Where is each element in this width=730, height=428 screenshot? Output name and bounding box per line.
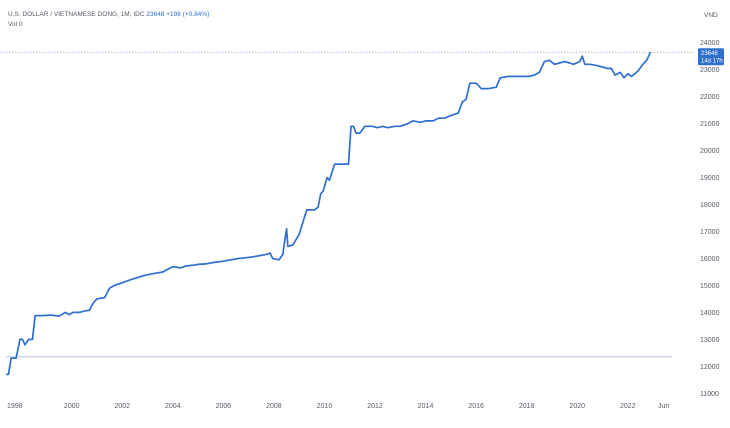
y-tick-label: 18000: [700, 202, 720, 209]
y-tick-label: 22000: [700, 94, 720, 101]
y-tick-label: 15000: [700, 283, 720, 290]
price-axis-unit: VND: [704, 12, 718, 19]
series-line-0[interactable]: [6, 51, 652, 376]
x-tick-label: Jun: [658, 403, 669, 410]
last-price-value: 23648: [146, 11, 165, 18]
y-tick-label: 14000: [700, 310, 720, 317]
x-tick-label: 2010: [317, 403, 333, 410]
y-tick-label: 16000: [700, 256, 720, 263]
x-tick-label: 2022: [620, 403, 636, 410]
x-tick-label: 2012: [367, 403, 383, 410]
price-change-value: +198 (+0.84%): [166, 11, 210, 18]
legend-volume-row: Vol 0: [8, 20, 209, 30]
x-tick-label: 2018: [519, 403, 535, 410]
x-tick-label: 2014: [418, 403, 434, 410]
x-tick-label: 1998: [7, 403, 23, 410]
y-tick-label: 17000: [700, 229, 720, 236]
x-tick-label: 2020: [569, 403, 585, 410]
y-tick-label: 12000: [700, 364, 720, 371]
x-tick-label: 2006: [216, 403, 232, 410]
volume-label: Vol: [8, 21, 18, 28]
y-tick-label: 21000: [700, 121, 720, 128]
chart-legend: U.S. DOLLAR / VIETNAMESE DONG, 1M, IDC 2…: [8, 10, 209, 30]
x-tick-label: 2016: [468, 403, 484, 410]
x-tick-label: 2004: [165, 403, 181, 410]
y-tick-label: 20000: [700, 148, 720, 155]
last-price-tag: [698, 48, 724, 66]
y-tick-label: 13000: [700, 337, 720, 344]
y-tick-label: 23000: [700, 67, 720, 74]
last-price-tag-value: 23648: [701, 51, 718, 57]
legend-main-row: U.S. DOLLAR / VIETNAMESE DONG, 1M, IDC 2…: [8, 10, 209, 20]
x-tick-label: 2002: [114, 403, 130, 410]
y-tick-label: 24000: [700, 40, 720, 47]
x-tick-label: 2008: [266, 403, 282, 410]
price-axis[interactable]: 11000 12000 13000 14000 15000 16000 17000 18000…: [700, 40, 720, 398]
countdown-tag-value: 14d 17h: [701, 59, 723, 65]
time-axis[interactable]: 1998 2000 2002 2004 2006 2008 2010 2012 2014 2016…: [7, 403, 669, 410]
y-tick-label: 11000: [700, 391, 719, 398]
volume-value: 0: [18, 21, 23, 28]
x-tick-label: 2000: [64, 403, 80, 410]
symbol-title: U.S. DOLLAR / VIETNAMESE DONG, 1M, IDC: [8, 11, 145, 18]
y-tick-label: 19000: [700, 175, 720, 182]
